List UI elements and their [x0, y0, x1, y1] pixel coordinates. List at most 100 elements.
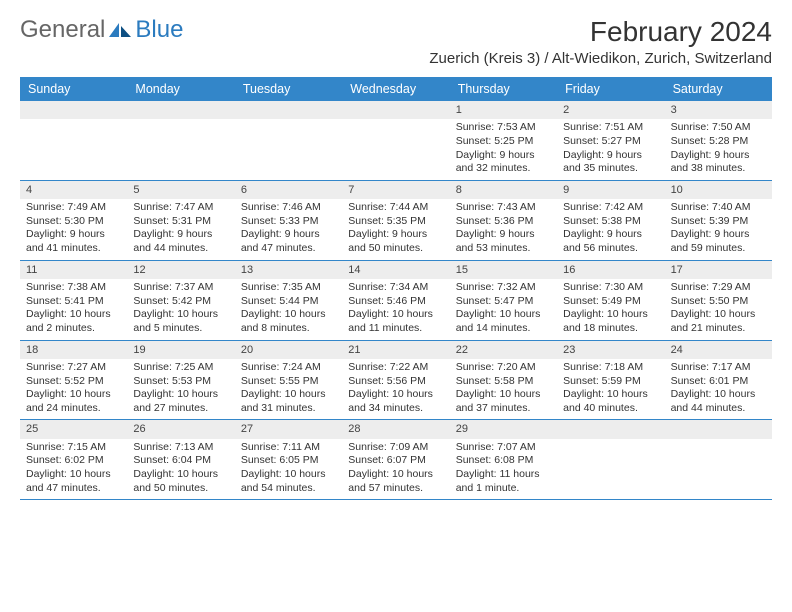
calendar-day-cell: 4Sunrise: 7:49 AMSunset: 5:30 PMDaylight… [20, 181, 127, 260]
day-number: 15 [450, 261, 557, 279]
calendar-day-cell: 13Sunrise: 7:35 AMSunset: 5:44 PMDayligh… [235, 261, 342, 340]
day-number: 14 [342, 261, 449, 279]
calendar-day-cell: 18Sunrise: 7:27 AMSunset: 5:52 PMDayligh… [20, 341, 127, 420]
day-header-cell: Thursday [450, 77, 557, 101]
sunset-text: Sunset: 5:50 PM [671, 295, 766, 309]
sunrise-text: Sunrise: 7:46 AM [241, 201, 336, 215]
day-number: 26 [127, 420, 234, 438]
calendar-day-cell: 15Sunrise: 7:32 AMSunset: 5:47 PMDayligh… [450, 261, 557, 340]
calendar-day-cell: 10Sunrise: 7:40 AMSunset: 5:39 PMDayligh… [665, 181, 772, 260]
sunset-text: Sunset: 5:31 PM [133, 215, 228, 229]
day-number: 20 [235, 341, 342, 359]
day-details: Sunrise: 7:27 AMSunset: 5:52 PMDaylight:… [20, 359, 127, 420]
calendar: SundayMondayTuesdayWednesdayThursdayFrid… [20, 77, 772, 500]
sunset-text: Sunset: 5:47 PM [456, 295, 551, 309]
day-details: Sunrise: 7:25 AMSunset: 5:53 PMDaylight:… [127, 359, 234, 420]
sunset-text: Sunset: 5:46 PM [348, 295, 443, 309]
day-number: 16 [557, 261, 664, 279]
sunset-text: Sunset: 5:53 PM [133, 375, 228, 389]
sunset-text: Sunset: 5:30 PM [26, 215, 121, 229]
page-title: February 2024 [429, 16, 772, 48]
weeks-container: 1Sunrise: 7:53 AMSunset: 5:25 PMDaylight… [20, 101, 772, 500]
calendar-day-cell: 25Sunrise: 7:15 AMSunset: 6:02 PMDayligh… [20, 420, 127, 499]
sunrise-text: Sunrise: 7:50 AM [671, 121, 766, 135]
sunrise-text: Sunrise: 7:30 AM [563, 281, 658, 295]
daylight-text: Daylight: 9 hours and 59 minutes. [671, 228, 766, 255]
day-header-cell: Sunday [20, 77, 127, 101]
daylight-text: Daylight: 10 hours and 21 minutes. [671, 308, 766, 335]
empty-day-number [20, 101, 127, 119]
daylight-text: Daylight: 9 hours and 38 minutes. [671, 149, 766, 176]
daylight-text: Daylight: 10 hours and 31 minutes. [241, 388, 336, 415]
sunrise-text: Sunrise: 7:47 AM [133, 201, 228, 215]
daylight-text: Daylight: 10 hours and 47 minutes. [26, 468, 121, 495]
calendar-day-cell: 28Sunrise: 7:09 AMSunset: 6:07 PMDayligh… [342, 420, 449, 499]
calendar-week: 1Sunrise: 7:53 AMSunset: 5:25 PMDaylight… [20, 101, 772, 181]
calendar-empty-cell [235, 101, 342, 180]
sunrise-text: Sunrise: 7:53 AM [456, 121, 551, 135]
day-number: 27 [235, 420, 342, 438]
day-number: 9 [557, 181, 664, 199]
calendar-week: 4Sunrise: 7:49 AMSunset: 5:30 PMDaylight… [20, 181, 772, 261]
daylight-text: Daylight: 10 hours and 50 minutes. [133, 468, 228, 495]
day-details: Sunrise: 7:13 AMSunset: 6:04 PMDaylight:… [127, 439, 234, 500]
daylight-text: Daylight: 10 hours and 11 minutes. [348, 308, 443, 335]
calendar-week: 18Sunrise: 7:27 AMSunset: 5:52 PMDayligh… [20, 341, 772, 421]
sunset-text: Sunset: 5:55 PM [241, 375, 336, 389]
calendar-day-cell: 29Sunrise: 7:07 AMSunset: 6:08 PMDayligh… [450, 420, 557, 499]
calendar-day-cell: 11Sunrise: 7:38 AMSunset: 5:41 PMDayligh… [20, 261, 127, 340]
sunset-text: Sunset: 5:27 PM [563, 135, 658, 149]
empty-day-number [557, 420, 664, 438]
calendar-day-cell: 17Sunrise: 7:29 AMSunset: 5:50 PMDayligh… [665, 261, 772, 340]
daylight-text: Daylight: 10 hours and 27 minutes. [133, 388, 228, 415]
daylight-text: Daylight: 9 hours and 50 minutes. [348, 228, 443, 255]
sunrise-text: Sunrise: 7:27 AM [26, 361, 121, 375]
day-number: 5 [127, 181, 234, 199]
sunset-text: Sunset: 5:49 PM [563, 295, 658, 309]
calendar-day-cell: 9Sunrise: 7:42 AMSunset: 5:38 PMDaylight… [557, 181, 664, 260]
calendar-day-cell: 8Sunrise: 7:43 AMSunset: 5:36 PMDaylight… [450, 181, 557, 260]
calendar-empty-cell [342, 101, 449, 180]
sunset-text: Sunset: 5:58 PM [456, 375, 551, 389]
sunset-text: Sunset: 6:01 PM [671, 375, 766, 389]
calendar-day-cell: 21Sunrise: 7:22 AMSunset: 5:56 PMDayligh… [342, 341, 449, 420]
day-details: Sunrise: 7:49 AMSunset: 5:30 PMDaylight:… [20, 199, 127, 260]
day-header-cell: Tuesday [235, 77, 342, 101]
day-details: Sunrise: 7:20 AMSunset: 5:58 PMDaylight:… [450, 359, 557, 420]
daylight-text: Daylight: 10 hours and 5 minutes. [133, 308, 228, 335]
daylight-text: Daylight: 9 hours and 41 minutes. [26, 228, 121, 255]
calendar-day-cell: 20Sunrise: 7:24 AMSunset: 5:55 PMDayligh… [235, 341, 342, 420]
empty-day-number [235, 101, 342, 119]
sunrise-text: Sunrise: 7:07 AM [456, 441, 551, 455]
daylight-text: Daylight: 10 hours and 40 minutes. [563, 388, 658, 415]
day-details: Sunrise: 7:29 AMSunset: 5:50 PMDaylight:… [665, 279, 772, 340]
day-header-cell: Saturday [665, 77, 772, 101]
sunset-text: Sunset: 6:02 PM [26, 454, 121, 468]
sunrise-text: Sunrise: 7:25 AM [133, 361, 228, 375]
sunrise-text: Sunrise: 7:37 AM [133, 281, 228, 295]
daylight-text: Daylight: 10 hours and 14 minutes. [456, 308, 551, 335]
day-details: Sunrise: 7:42 AMSunset: 5:38 PMDaylight:… [557, 199, 664, 260]
daylight-text: Daylight: 10 hours and 2 minutes. [26, 308, 121, 335]
calendar-week: 11Sunrise: 7:38 AMSunset: 5:41 PMDayligh… [20, 261, 772, 341]
sunrise-text: Sunrise: 7:17 AM [671, 361, 766, 375]
calendar-day-cell: 1Sunrise: 7:53 AMSunset: 5:25 PMDaylight… [450, 101, 557, 180]
logo-text-general: General [20, 16, 105, 44]
calendar-day-cell: 27Sunrise: 7:11 AMSunset: 6:05 PMDayligh… [235, 420, 342, 499]
sunrise-text: Sunrise: 7:22 AM [348, 361, 443, 375]
sunset-text: Sunset: 6:05 PM [241, 454, 336, 468]
day-details: Sunrise: 7:17 AMSunset: 6:01 PMDaylight:… [665, 359, 772, 420]
daylight-text: Daylight: 10 hours and 57 minutes. [348, 468, 443, 495]
calendar-empty-cell [665, 420, 772, 499]
empty-day-number [127, 101, 234, 119]
sunrise-text: Sunrise: 7:44 AM [348, 201, 443, 215]
calendar-day-cell: 19Sunrise: 7:25 AMSunset: 5:53 PMDayligh… [127, 341, 234, 420]
day-details: Sunrise: 7:32 AMSunset: 5:47 PMDaylight:… [450, 279, 557, 340]
calendar-day-cell: 24Sunrise: 7:17 AMSunset: 6:01 PMDayligh… [665, 341, 772, 420]
daylight-text: Daylight: 9 hours and 35 minutes. [563, 149, 658, 176]
sunset-text: Sunset: 5:28 PM [671, 135, 766, 149]
sunset-text: Sunset: 5:59 PM [563, 375, 658, 389]
sunrise-text: Sunrise: 7:43 AM [456, 201, 551, 215]
calendar-day-cell: 26Sunrise: 7:13 AMSunset: 6:04 PMDayligh… [127, 420, 234, 499]
calendar-week: 25Sunrise: 7:15 AMSunset: 6:02 PMDayligh… [20, 420, 772, 500]
